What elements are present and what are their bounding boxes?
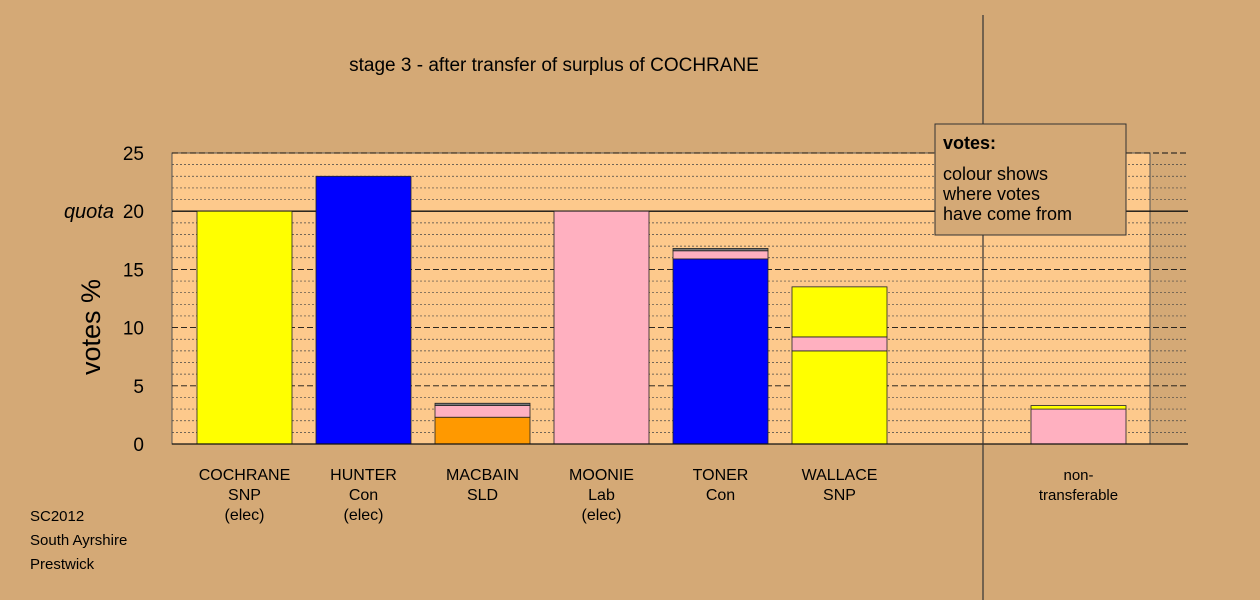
- category-label: Con: [706, 487, 735, 504]
- bar-segment: [1030, 405, 1127, 410]
- category-label: MOONIE: [569, 467, 634, 484]
- category-label: SLD: [467, 487, 498, 504]
- bar-segment: [434, 402, 531, 406]
- category-label: (elec): [343, 507, 383, 524]
- category-label: SNP: [228, 487, 261, 504]
- footer-election: SC2012: [30, 508, 85, 525]
- legend-text: where votes: [942, 184, 1040, 204]
- category-label: Lab: [588, 487, 615, 504]
- y-tick-label: 25: [123, 144, 144, 165]
- category-label: COCHRANE: [199, 467, 291, 484]
- category-label: (elec): [224, 507, 264, 524]
- bars: [196, 175, 1127, 445]
- bar-segment: [672, 258, 769, 445]
- category-label: transferable: [1039, 487, 1118, 504]
- bar-segment: [791, 350, 888, 445]
- legend-title: votes:: [943, 133, 996, 153]
- category-label: non-: [1063, 467, 1093, 484]
- legend-text: have come from: [943, 204, 1072, 224]
- y-tick-label: 10: [123, 319, 144, 340]
- y-tick-label: 20: [123, 202, 144, 223]
- category-label: HUNTER: [330, 467, 397, 484]
- category-label: TONER: [693, 467, 749, 484]
- category-label: WALLACE: [802, 467, 878, 484]
- y-axis-label: votes %: [76, 279, 106, 375]
- footer: SC2012 South Ayrshire Prestwick: [30, 505, 127, 577]
- bar-segment: [434, 416, 531, 445]
- bar-segment: [1030, 408, 1127, 445]
- bar-segment: [553, 210, 650, 445]
- footer-ward: Prestwick: [30, 556, 95, 573]
- legend: votes: colour shows where votes have com…: [934, 123, 1127, 236]
- category-label: (elec): [581, 507, 621, 524]
- bar-segment: [791, 286, 888, 338]
- footer-council: South Ayrshire: [30, 532, 128, 549]
- bar-segment: [434, 405, 531, 418]
- y-tick-label: 15: [123, 260, 144, 281]
- chart-title: stage 3 - after transfer of surplus of C…: [349, 55, 759, 76]
- legend-box: [934, 123, 1127, 236]
- legend-text: colour shows: [943, 164, 1048, 184]
- bar-segment: [672, 248, 769, 252]
- axes: 0 5 10 15 20 25: [123, 144, 1188, 456]
- category-label: Con: [349, 487, 378, 504]
- y-tick-label: 5: [133, 377, 144, 398]
- x-axis-labels: COCHRANE SNP (elec) HUNTER Con (elec) MACBAIN S…: [199, 467, 1118, 524]
- y-tick-label: 0: [133, 435, 144, 456]
- bar-segment: [791, 336, 888, 352]
- bar-segment: [672, 250, 769, 260]
- bar-segment: [196, 210, 293, 445]
- category-label: MACBAIN: [446, 467, 519, 484]
- quota-label: quota: [64, 201, 114, 223]
- category-label: SNP: [823, 487, 856, 504]
- bar-segment: [315, 175, 412, 445]
